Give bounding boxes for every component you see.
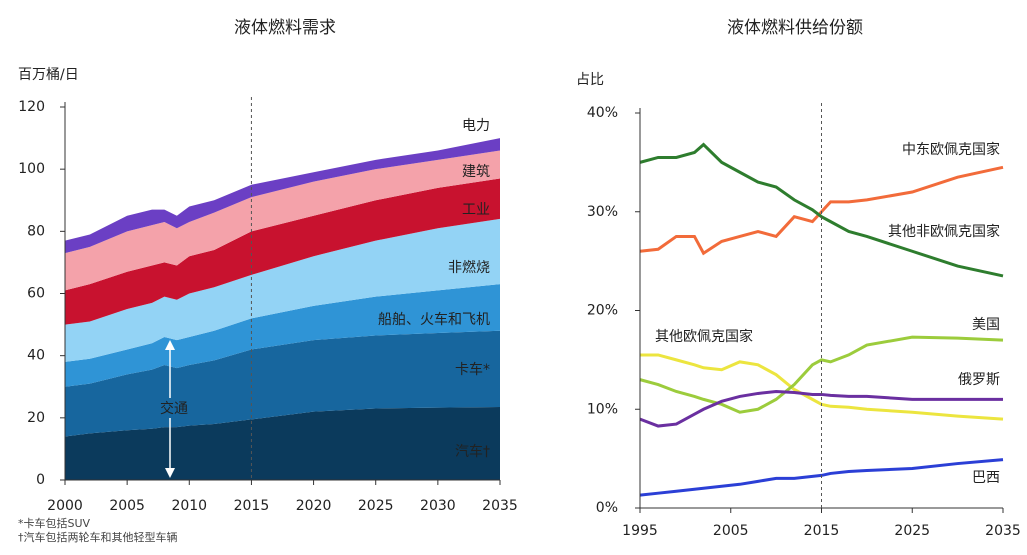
y-tick-label: 120 [18,99,45,115]
y-tick-label: 0 [36,472,45,488]
y-tick-label: 20% [587,303,618,319]
y-tick-label: 100 [18,161,45,177]
y-axis-label: 占比 [576,72,604,88]
y-tick-label: 40% [587,105,618,121]
x-tick-label: 2030 [420,498,456,514]
series-label: 中东欧佩克国家 [902,141,1000,158]
line [639,389,1003,428]
x-tick-label: 2010 [171,498,207,514]
footnote: †汽车包括两轮车和其他轻型车辆 [18,530,178,544]
line [639,458,1004,497]
series-label: 其他非欧佩克国家 [888,223,1000,240]
series-label: 建筑 [462,164,490,180]
x-tick-label: 2025 [894,523,930,539]
x-tick-label: 2015 [804,523,840,539]
annotation-bg [155,398,193,418]
x-tick-label: 2035 [985,523,1021,539]
series-label: 俄罗斯 [958,372,1000,388]
series-label: 工业 [462,202,490,218]
series-label: 巴西 [972,470,1000,486]
series-label: 汽车† [455,443,490,460]
x-tick-label: 2025 [358,498,394,514]
x-tick-label: 2015 [234,498,270,514]
series-label: 船舶、火车和飞机 [378,311,490,328]
x-tick-label: 2000 [47,498,83,514]
area [65,178,500,325]
series-label: 其他欧佩克国家 [655,328,753,345]
line [639,165,1004,256]
x-tick-label: 2005 [109,498,145,514]
x-tick-label: 2020 [296,498,332,514]
arrow-head [165,340,175,350]
y-axis-label: 百万桶/日 [18,67,79,83]
area [65,150,500,291]
series-label: 非燃烧 [448,259,490,276]
footnote: *卡车包括SUV [18,516,91,530]
y-tick-label: 10% [587,401,618,417]
y-tick-label: 40 [27,348,45,364]
y-tick-label: 80 [27,223,45,239]
series-label: 卡车* [455,361,490,378]
area [65,218,500,362]
x-tick-label: 1995 [622,523,658,539]
arrow-head [165,468,175,478]
x-tick-label: 2035 [482,498,518,514]
x-tick-label: 2005 [713,523,749,539]
line [640,353,1004,421]
y-tick-label: 30% [587,204,618,220]
series-label: 电力 [462,118,490,134]
area [65,284,500,387]
y-tick-label: 20 [27,410,45,426]
line [639,142,1004,278]
chart-title: 液体燃料供给份额 [727,18,863,38]
annotation: 交通 [160,400,188,417]
y-tick-label: 60 [27,286,45,302]
area [65,138,500,254]
area [65,406,500,480]
series-label: 美国 [972,317,1000,333]
chart-title: 液体燃料需求 [234,18,336,38]
y-tick-label: 0% [596,500,618,516]
